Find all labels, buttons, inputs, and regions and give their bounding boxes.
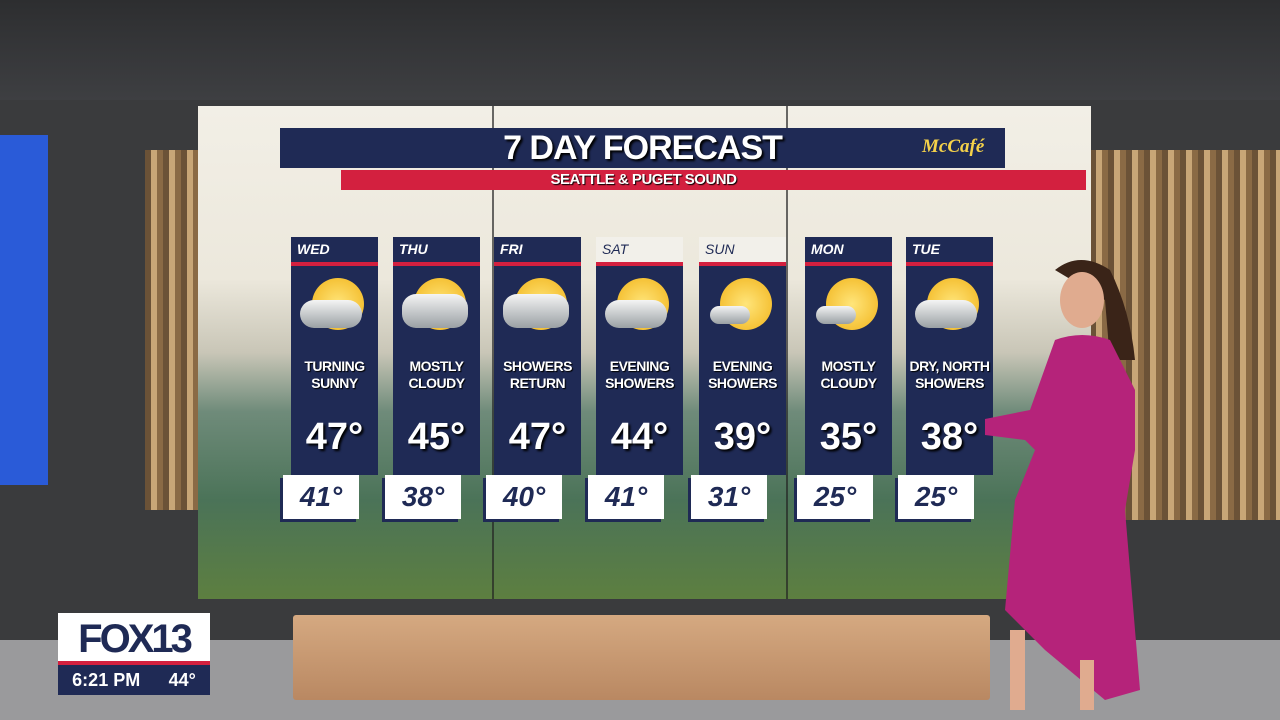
current-temperature: 44°: [168, 670, 196, 690]
condition: DRY, NORTH SHOWERS: [909, 358, 990, 391]
title-bar: [280, 128, 1005, 168]
high-temp: 45°: [407, 416, 466, 458]
presenter: [985, 260, 1140, 710]
forecast-day-thu: THU MOSTLY CLOUDY 45° 38°: [385, 237, 480, 519]
studio-wall: [0, 0, 1280, 100]
day-label: TUE: [906, 237, 993, 262]
condition: MOSTLY CLOUDY: [820, 358, 877, 391]
low-temp: 40°: [486, 475, 562, 519]
high-temp: 47°: [508, 416, 567, 458]
condition: MOSTLY CLOUDY: [408, 358, 465, 391]
partly-sunny-icon: [299, 278, 370, 338]
forecast-day-sat: SAT EVENING SHOWERS 44° 41°: [588, 237, 683, 519]
forecast-title: 7 DAY FORECAST: [503, 129, 783, 167]
forecast-day-mon: MON MOSTLY CLOUDY 35° 25°: [797, 237, 892, 519]
high-temp: 38°: [920, 416, 979, 458]
mostly-sunny-icon: [814, 278, 884, 338]
subtitle-bar: [341, 170, 1086, 190]
condition: SHOWERS RETURN: [503, 358, 572, 391]
clock: 6:21 PM: [72, 670, 141, 690]
studio-blue-panel: [0, 135, 48, 485]
stage-riser: [293, 615, 990, 700]
forecast-day-fri: FRI SHOWERS RETURN 47° 40°: [486, 237, 581, 519]
wood-panel-left: [145, 150, 200, 510]
high-temp: 35°: [819, 416, 878, 458]
day-label: FRI: [494, 237, 581, 262]
showers-icon: [604, 278, 675, 338]
station-bug: FOX13 6:21 PM 44°: [58, 613, 210, 699]
forecast-day-tue: TUE DRY, NORTH SHOWERS 38° 25°: [898, 237, 993, 519]
low-temp: 25°: [797, 475, 873, 519]
low-temp: 25°: [898, 475, 974, 519]
high-temp: 44°: [610, 416, 669, 458]
low-temp: 31°: [691, 475, 767, 519]
day-label: SAT: [596, 237, 683, 262]
day-label: WED: [291, 237, 378, 262]
low-temp: 41°: [283, 475, 359, 519]
sponsor-logo: McCafé: [922, 136, 985, 157]
showers-icon: [502, 278, 573, 338]
forecast-day-sun: SUN EVENING SHOWERS 39° 31°: [691, 237, 786, 519]
condition: EVENING SHOWERS: [708, 358, 777, 391]
condition: TURNING SUNNY: [304, 358, 365, 391]
low-temp: 41°: [588, 475, 664, 519]
day-label: SUN: [699, 237, 786, 262]
condition: EVENING SHOWERS: [605, 358, 674, 391]
forecast-subtitle: SEATTLE & PUGET SOUND: [550, 171, 737, 188]
mostly-sunny-icon: [708, 278, 778, 338]
low-temp: 38°: [385, 475, 461, 519]
day-label: THU: [393, 237, 480, 262]
partly-cloudy-icon: [914, 278, 985, 338]
day-label: MON: [805, 237, 892, 262]
forecast-day-wed: WED TURNING SUNNY 47° 41°: [283, 237, 378, 519]
station-logo: FOX13: [58, 613, 210, 665]
high-temp: 47°: [305, 416, 364, 458]
high-temp: 39°: [713, 416, 772, 458]
mostly-cloudy-icon: [401, 278, 472, 338]
